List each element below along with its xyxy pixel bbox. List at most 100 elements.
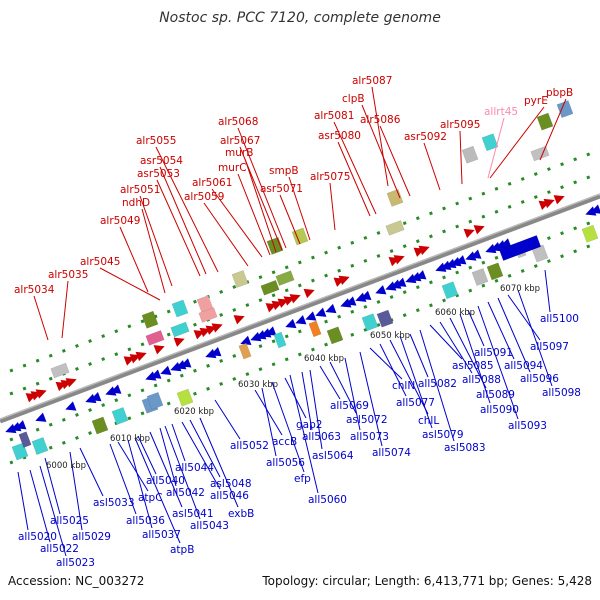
top-leader-line bbox=[279, 194, 301, 245]
top-leader-line bbox=[487, 117, 505, 179]
forward-gene-arrow bbox=[338, 275, 350, 286]
bottom-leader-line bbox=[171, 423, 186, 462]
bottom-gene-label: asl5064 bbox=[312, 450, 354, 462]
bottom-leader-line bbox=[214, 399, 241, 440]
reverse-gene-arrow bbox=[105, 386, 117, 396]
forward-gene-block bbox=[461, 145, 479, 164]
bottom-leader-line bbox=[399, 335, 433, 429]
reverse-gene-arrow bbox=[375, 285, 387, 295]
bottom-leader-line bbox=[344, 357, 361, 431]
top-gene-label: alr5086 bbox=[360, 114, 401, 126]
bottom-leader-line bbox=[39, 465, 67, 557]
reverse-gene-arrow bbox=[490, 241, 502, 252]
reverse-gene-block bbox=[486, 262, 504, 281]
accession-label: Accession: NC_003272 bbox=[8, 574, 144, 588]
forward-gene-arrow bbox=[135, 351, 147, 362]
top-gene-label: asr5054 bbox=[140, 155, 183, 167]
reverse-gene-block bbox=[441, 281, 459, 300]
bottom-leader-line bbox=[329, 361, 357, 414]
axis-tick-label: 6040 kbp bbox=[304, 354, 344, 364]
top-gene-label: smpB bbox=[269, 165, 299, 177]
reverse-gene-arrow bbox=[240, 335, 252, 346]
bottom-leader-line bbox=[409, 333, 429, 378]
bottom-gene-label: all5096 bbox=[520, 373, 559, 385]
bottom-gene-label: all5090 bbox=[480, 404, 519, 416]
bottom-gene-label: all5074 bbox=[372, 447, 411, 459]
bottom-gene-label: all5069 bbox=[330, 400, 369, 412]
reverse-gene-arrow bbox=[110, 384, 122, 394]
bottom-gene-label: all5029 bbox=[72, 531, 111, 543]
map-title: Nostoc sp. PCC 7120, complete genome bbox=[159, 10, 441, 26]
bottom-leader-line bbox=[467, 309, 485, 347]
forward-gene-block bbox=[275, 270, 295, 286]
bottom-leader-line bbox=[309, 369, 323, 450]
reverse-gene-arrow bbox=[390, 279, 402, 289]
reverse-gene-arrow bbox=[445, 258, 457, 269]
reverse-gene-arrow bbox=[455, 255, 467, 265]
bottom-leader-line bbox=[517, 289, 553, 387]
forward-gene-arrow bbox=[473, 225, 485, 235]
bottom-leader-line bbox=[17, 471, 29, 531]
top-gene-label: murB bbox=[225, 147, 253, 159]
top-leader-line bbox=[459, 130, 463, 185]
forward-gene-block bbox=[386, 188, 404, 207]
top-gene-label: asr5080 bbox=[318, 130, 361, 142]
bottom-gene-label: all5073 bbox=[350, 431, 389, 443]
reverse-gene-arrow bbox=[295, 315, 307, 325]
bottom-gene-label: all5044 bbox=[175, 462, 214, 474]
bottom-gene-label: all5077 bbox=[396, 397, 435, 409]
reverse-gene-arrow bbox=[385, 281, 397, 291]
bottom-gene-label: asl5048 bbox=[210, 478, 252, 490]
top-leader-line bbox=[489, 106, 545, 179]
bottom-gene-label: all5094 bbox=[504, 360, 543, 372]
bottom-leader-line bbox=[319, 365, 341, 400]
bottom-gene-label: efp bbox=[294, 473, 311, 485]
top-leader-line bbox=[156, 179, 201, 277]
bottom-leader-line bbox=[507, 294, 541, 341]
axis-tick-label: 6010 kbp bbox=[110, 434, 150, 444]
top-leader-line bbox=[371, 86, 389, 187]
top-gene-label: alr5049 bbox=[100, 215, 140, 227]
reverse-gene-block bbox=[361, 313, 379, 332]
top-gene-label: alr5045 bbox=[80, 256, 120, 268]
bottom-gene-label: all5023 bbox=[56, 557, 95, 569]
bottom-leader-line bbox=[199, 417, 239, 508]
top-leader-line bbox=[244, 158, 277, 253]
top-leader-line bbox=[139, 195, 173, 287]
top-leader-line bbox=[159, 166, 207, 275]
top-gene-label: alr5095 bbox=[440, 119, 480, 131]
bottom-leader-line bbox=[137, 435, 157, 475]
reverse-gene-arrow bbox=[10, 421, 22, 432]
bottom-gene-label: all5089 bbox=[476, 389, 515, 401]
bottom-leader-line bbox=[109, 443, 137, 515]
reverse-gene-arrow bbox=[410, 271, 422, 282]
reverse-gene-arrow bbox=[175, 360, 187, 370]
reverse-gene-block bbox=[31, 437, 49, 455]
genome-axis bbox=[0, 193, 600, 424]
axis-tick-label: 6000 kbp bbox=[46, 461, 86, 471]
reverse-gene-arrow bbox=[210, 346, 222, 357]
bottom-leader-line bbox=[289, 374, 319, 494]
reverse-gene-arrow bbox=[315, 307, 327, 317]
gene-features bbox=[5, 100, 600, 461]
reverse-gene-arrow bbox=[465, 251, 477, 261]
bottom-leader-line bbox=[389, 339, 429, 415]
reverse-gene-arrow bbox=[35, 412, 47, 422]
axis-tick-label: 6060 kbp bbox=[435, 308, 475, 318]
bottom-leader-line bbox=[127, 439, 153, 529]
top-leader-line bbox=[211, 188, 263, 258]
top-leader-line bbox=[239, 146, 283, 251]
top-gene-label: asr5071 bbox=[260, 183, 303, 195]
top-gene-label: pyrE bbox=[524, 95, 548, 107]
bottom-gene-label: all5037 bbox=[142, 529, 181, 541]
top-leader-line bbox=[33, 295, 49, 341]
top-gene-label: ndhD bbox=[122, 197, 150, 209]
reverse-gene-block bbox=[471, 268, 489, 286]
bottom-gene-label: exbB bbox=[228, 508, 254, 520]
axis-tick-label: 6070 kbp bbox=[500, 284, 540, 294]
reverse-gene-block bbox=[308, 320, 322, 338]
bottom-leader-line bbox=[149, 431, 183, 508]
reverse-gene-arrow bbox=[65, 401, 77, 411]
axis-ticks: 6000 kbp 6010 kbp 6020 kbp 6030 kbp 6040 kbp… bbox=[46, 284, 540, 471]
